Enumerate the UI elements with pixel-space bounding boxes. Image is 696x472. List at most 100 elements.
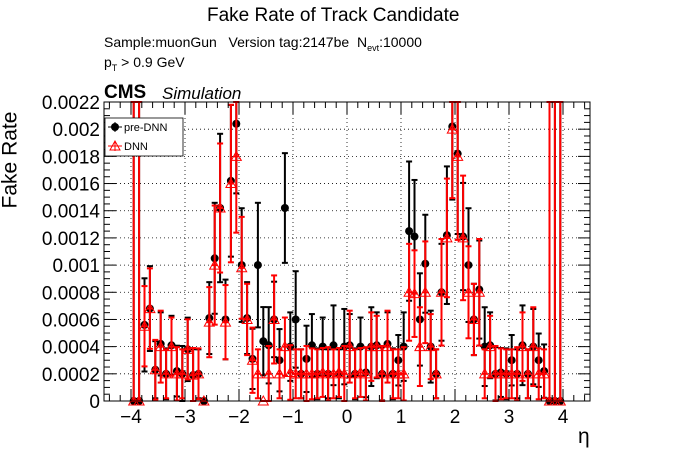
x-tick-label: −3 [174, 407, 196, 428]
x-axis-title: η [578, 425, 590, 448]
data-point [192, 367, 205, 379]
x-tick-label: 2 [450, 407, 461, 428]
data-point [527, 340, 540, 352]
data-point [225, 177, 237, 189]
data-point [316, 366, 329, 377]
cms-label: CMS [104, 82, 147, 103]
data-point [473, 286, 486, 297]
data-point [246, 354, 259, 365]
data-point [262, 367, 275, 379]
data-point [424, 340, 437, 352]
data-point [253, 261, 262, 270]
data-point [446, 123, 459, 134]
data-point [138, 320, 151, 331]
axis-ticks: 0 0.0002 0.0004 0.0006 0.0008 0.001 0.0012 0.00… [42, 93, 590, 428]
version-tag: Version tag:2147be [228, 34, 350, 50]
data-point [360, 367, 372, 379]
legend-pre-dnn-label: pre-DNN [124, 122, 167, 134]
x-tick-label: −1 [282, 407, 304, 428]
data-point [405, 227, 414, 236]
data-point [241, 313, 253, 324]
pt-symbol: p [104, 54, 112, 70]
data-point [516, 340, 529, 352]
legend-dnn-label: DNN [124, 141, 148, 153]
simulation-label: Simulation [162, 84, 242, 103]
data-point [230, 150, 243, 161]
data-point [268, 313, 280, 324]
data-point [511, 367, 523, 379]
legend: pre-DNN DNN [104, 117, 184, 157]
y-tick-label: 0.0016 [42, 175, 100, 196]
data-point [284, 366, 297, 377]
data-point [291, 315, 300, 324]
data-point [208, 259, 221, 270]
data-point [457, 231, 469, 243]
data-point [280, 204, 289, 213]
data-point [441, 231, 453, 243]
y-tick-label: 0.002 [52, 120, 100, 141]
y-tick-label: 0.001 [52, 256, 100, 277]
data-point [307, 341, 316, 350]
data-point [430, 367, 442, 379]
y-tick-label: 0.0022 [42, 93, 100, 114]
data-point [333, 366, 345, 377]
data-point [343, 340, 356, 352]
data-point [203, 316, 216, 327]
data-point [165, 340, 178, 352]
data-point [419, 286, 432, 297]
data-point [160, 367, 172, 379]
sample-info: Sample:muonGun Version tag:2147be Nevt:1… [104, 34, 422, 53]
data-point [522, 367, 534, 379]
data-point [538, 367, 550, 379]
pt-subscript: T [111, 63, 118, 73]
data-point [478, 367, 491, 379]
legend-dnn-marker [109, 139, 121, 151]
y-tick-label: 0.0006 [42, 310, 100, 331]
y-tick-label: 0.0014 [42, 202, 101, 223]
series-pre-dnn [129, 101, 565, 405]
pt-cut-value: > 0.9 GeV [117, 54, 185, 70]
data-point [381, 340, 394, 352]
x-tick-label: 0 [342, 407, 353, 428]
y-tick-label: 0.0018 [42, 147, 100, 168]
data-point [214, 201, 226, 213]
y-tick-label: 0.0008 [42, 283, 100, 304]
chart-title: Fake Rate of Track Candidate [207, 5, 460, 26]
data-point [235, 261, 248, 273]
data-point [376, 367, 388, 379]
data-point [403, 286, 415, 297]
data-point [154, 340, 167, 352]
data-point [149, 363, 162, 375]
y-tick-label: 0.0002 [42, 365, 100, 386]
series-dnn [127, 101, 567, 406]
legend-pre-dnn-marker [111, 123, 119, 131]
data-point [219, 316, 232, 327]
data-point [397, 367, 410, 379]
data-point [144, 302, 156, 314]
data-point [468, 313, 480, 324]
data-point [338, 367, 351, 379]
data-point [435, 286, 448, 297]
y-tick-label: 0.0012 [42, 229, 100, 250]
x-tick-label: 3 [504, 407, 515, 428]
data-point [462, 286, 475, 297]
data-point [410, 232, 419, 241]
y-tick-label: 0 [89, 392, 100, 413]
data-point [176, 367, 189, 379]
x-tick-label: 1 [396, 407, 407, 428]
nevt-subscript: evt [367, 43, 380, 53]
pt-cut-info: pT > 0.9 GeV [104, 54, 185, 73]
data-point [414, 340, 426, 352]
nevt-value: :10000 [379, 34, 422, 50]
x-tick-label: −2 [228, 407, 250, 428]
data-point [408, 287, 421, 299]
data-point [329, 341, 338, 350]
data-point [451, 150, 464, 161]
nevt-symbol: N [356, 34, 368, 50]
data-point [273, 367, 286, 379]
data-point [354, 366, 367, 377]
x-tick-label: −4 [120, 407, 142, 428]
x-tick-label: 4 [558, 407, 569, 428]
y-tick-label: 0.0004 [42, 338, 101, 359]
